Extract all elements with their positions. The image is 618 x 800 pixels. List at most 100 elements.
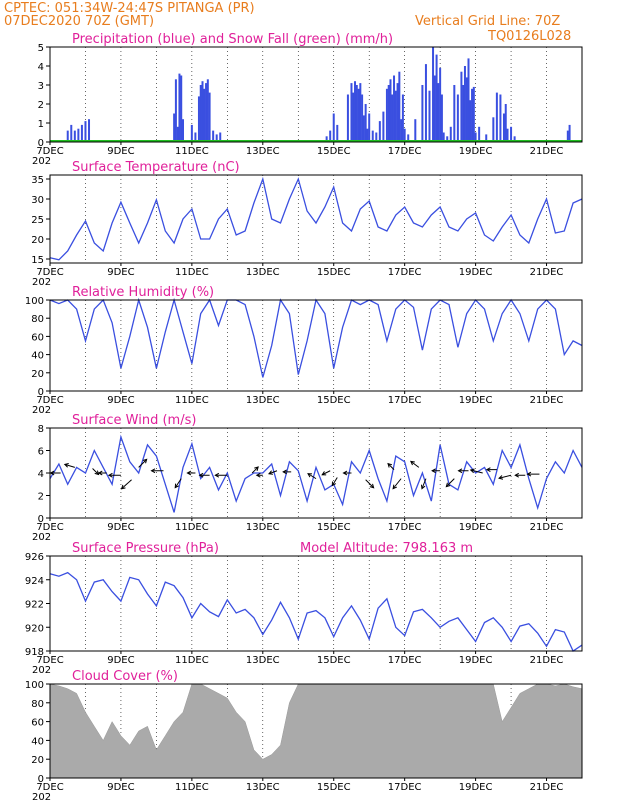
x-tick-label: 15DEC bbox=[317, 267, 351, 278]
wind-arrow-head bbox=[150, 468, 156, 474]
precip-bar bbox=[336, 124, 339, 142]
y-tick-label: 4 bbox=[38, 469, 44, 480]
y-tick-label: 25 bbox=[31, 215, 44, 226]
wind-arrow-head bbox=[526, 471, 532, 477]
precip-bar bbox=[393, 75, 396, 142]
wind-arrow-head bbox=[321, 471, 327, 476]
wind-arrow-head bbox=[392, 484, 398, 490]
x-tick-label: 7DEC bbox=[36, 655, 63, 666]
wind-arrow bbox=[138, 459, 148, 468]
y-tick-label: 4 bbox=[38, 62, 44, 73]
panel-title: Surface Temperature (nC) bbox=[72, 160, 240, 175]
x-tick-label: 21DEC bbox=[530, 395, 564, 406]
wind-arrow bbox=[92, 468, 99, 475]
precip-bar bbox=[368, 113, 371, 142]
precip-bar bbox=[371, 130, 374, 142]
wind-arrow-head bbox=[94, 470, 100, 476]
precip-bar bbox=[366, 128, 369, 142]
wind-arrow-head bbox=[49, 470, 55, 476]
precip-bar bbox=[70, 124, 73, 142]
precip-bar bbox=[355, 85, 358, 142]
wind-arrow-head bbox=[107, 472, 113, 478]
precip-bar bbox=[215, 134, 218, 142]
x-tick-label: 17DEC bbox=[388, 146, 422, 157]
wind-arrow bbox=[445, 478, 455, 487]
wind-arrow-head bbox=[498, 475, 504, 480]
wind-arrow-head bbox=[282, 469, 287, 475]
precip-bar bbox=[378, 121, 381, 142]
precip-bar bbox=[354, 81, 357, 142]
y-tick-label: 922 bbox=[25, 600, 44, 611]
grid-note: Vertical Grid Line: 70Z bbox=[415, 14, 560, 29]
precip-bar bbox=[394, 90, 397, 142]
x-tick-label: 11DEC bbox=[175, 395, 209, 406]
model-code: TQ0126L028 bbox=[487, 29, 571, 44]
y-tick-label: 8 bbox=[38, 424, 44, 435]
y-tick-label: 0 bbox=[38, 774, 44, 785]
wind-arrow bbox=[121, 479, 132, 490]
y-tick-label: 80 bbox=[31, 699, 44, 710]
wind-arrow bbox=[174, 478, 182, 488]
precip-bar bbox=[359, 83, 362, 142]
x-tick-label: 15DEC bbox=[317, 146, 351, 157]
y-tick-label: 1 bbox=[38, 119, 44, 130]
wind-arrow bbox=[64, 463, 75, 468]
precip-bar bbox=[389, 79, 392, 142]
precip-bar bbox=[474, 132, 477, 142]
precip-bar bbox=[478, 126, 481, 142]
x-sub-label: 202 bbox=[32, 405, 51, 416]
precip-bar bbox=[396, 83, 399, 142]
x-tick-label: 13DEC bbox=[246, 146, 280, 157]
precip-bar bbox=[502, 113, 505, 142]
x-tick-label: 17DEC bbox=[388, 267, 422, 278]
x-tick-label: 15DEC bbox=[317, 782, 351, 793]
wind-arrow bbox=[331, 477, 338, 486]
precip-bar bbox=[467, 58, 470, 142]
precip-bar bbox=[361, 94, 364, 142]
panel-title: Surface Pressure (hPa) bbox=[72, 541, 219, 556]
precip-bar bbox=[499, 94, 502, 142]
y-tick-label: 60 bbox=[31, 718, 44, 729]
precip-bar bbox=[364, 104, 367, 142]
precip-bar bbox=[77, 128, 80, 142]
precip-bar bbox=[203, 88, 206, 142]
x-tick-label: 19DEC bbox=[459, 655, 493, 666]
precip-bar bbox=[199, 85, 202, 142]
series-line bbox=[49, 434, 583, 513]
wind-arrow-head bbox=[445, 482, 451, 488]
x-sub-label: 202 bbox=[32, 665, 51, 676]
wind-arrow bbox=[410, 460, 420, 468]
precip-bar bbox=[462, 85, 465, 142]
precip-bar bbox=[513, 136, 516, 142]
precip-bar bbox=[205, 83, 208, 142]
series-line bbox=[49, 176, 583, 261]
x-tick-label: 19DEC bbox=[459, 395, 493, 406]
wind-arrow bbox=[387, 463, 395, 470]
precip-bar bbox=[178, 73, 181, 142]
y-tick-label: 35 bbox=[31, 175, 44, 186]
panel-frame bbox=[49, 174, 583, 264]
precip-bar bbox=[180, 75, 183, 142]
x-tick-label: 7DEC bbox=[36, 146, 63, 157]
y-tick-label: 920 bbox=[25, 623, 44, 634]
y-tick-label: 40 bbox=[31, 736, 44, 747]
y-tick-label: 40 bbox=[31, 351, 44, 362]
wind-arrow-head bbox=[410, 460, 415, 466]
wind-arrow-head bbox=[485, 467, 491, 472]
x-tick-label: 9DEC bbox=[107, 782, 134, 793]
y-tick-label: 5 bbox=[38, 43, 44, 54]
x-tick-label: 9DEC bbox=[107, 146, 134, 157]
y-tick-label: 20 bbox=[31, 235, 44, 246]
x-tick-label: 7DEC bbox=[36, 395, 63, 406]
panel-title: Cloud Cover (%) bbox=[72, 669, 178, 684]
wind-arrow-head bbox=[342, 470, 348, 476]
x-sub-label: 202 bbox=[32, 277, 51, 288]
precip-bar bbox=[387, 85, 390, 142]
x-tick-label: 11DEC bbox=[175, 267, 209, 278]
precip-bar bbox=[325, 136, 328, 142]
header-line2: 07DEC2020 70Z (GMT) bbox=[4, 14, 154, 29]
series-line bbox=[49, 571, 583, 652]
precip-bar bbox=[492, 117, 495, 142]
y-tick-label: 924 bbox=[25, 576, 44, 587]
y-tick-label: 100 bbox=[25, 296, 44, 307]
